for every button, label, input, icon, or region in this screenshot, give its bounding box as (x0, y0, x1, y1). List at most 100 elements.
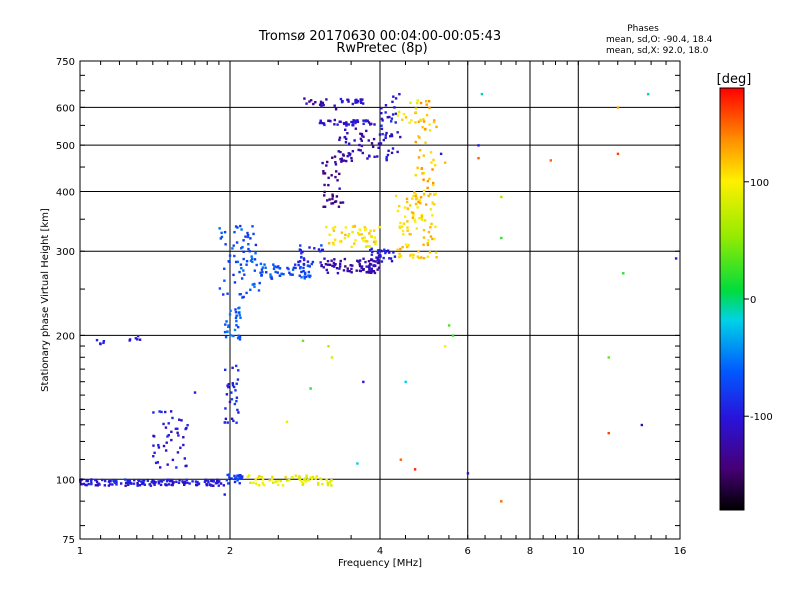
data-point (388, 251, 391, 254)
data-point (276, 271, 279, 274)
data-point (384, 134, 387, 137)
data-point (143, 483, 146, 486)
data-point (274, 270, 277, 274)
data-point (327, 183, 330, 187)
data-point (404, 380, 407, 384)
data-point (180, 419, 183, 422)
data-point (394, 97, 398, 100)
data-point (356, 99, 359, 103)
data-point (364, 260, 367, 264)
data-point (398, 252, 401, 256)
data-point (433, 193, 436, 196)
data-point (348, 153, 351, 157)
data-point (164, 483, 167, 486)
data-point (428, 177, 431, 181)
data-point (241, 475, 244, 478)
data-point (272, 267, 276, 271)
data-point (247, 247, 250, 251)
data-point (101, 478, 104, 482)
data-point (360, 134, 364, 137)
data-point (204, 478, 208, 481)
data-point (251, 283, 254, 286)
data-point (426, 255, 430, 258)
data-point (176, 451, 180, 454)
x-tick-label: 6 (465, 546, 471, 557)
data-point (249, 481, 252, 485)
data-point (308, 265, 311, 268)
data-point (236, 226, 239, 229)
data-point (364, 240, 368, 243)
data-point (152, 480, 156, 483)
data-point (97, 482, 100, 485)
data-point (167, 483, 171, 486)
data-point (301, 483, 304, 486)
data-point (96, 484, 100, 487)
data-point (416, 255, 420, 258)
data-point (384, 251, 387, 255)
data-point (250, 257, 254, 261)
data-point (343, 257, 347, 261)
data-point (368, 266, 371, 269)
data-point (322, 205, 325, 208)
data-point (232, 419, 235, 423)
data-point (380, 106, 383, 110)
data-point (263, 263, 266, 266)
data-point (360, 144, 364, 148)
data-point (622, 272, 625, 275)
data-point (218, 287, 222, 290)
data-point (182, 436, 185, 439)
data-point (233, 254, 236, 258)
data-point (408, 121, 411, 124)
data-point (99, 342, 102, 346)
data-point (294, 474, 297, 477)
data-point (321, 101, 325, 105)
data-point (362, 257, 365, 260)
data-point (308, 100, 311, 103)
data-point (339, 259, 342, 263)
data-point (333, 104, 336, 107)
data-point (297, 260, 300, 264)
data-point (239, 474, 242, 477)
data-point (103, 479, 107, 483)
data-point (258, 281, 261, 285)
data-point (354, 127, 358, 130)
data-layer (79, 92, 678, 503)
data-point (341, 153, 345, 156)
y-tick-label: 75 (62, 535, 75, 546)
data-point (324, 263, 328, 266)
data-point (308, 275, 311, 279)
data-point (330, 174, 333, 177)
data-point (223, 279, 226, 282)
data-point (373, 271, 377, 275)
data-point (250, 255, 253, 258)
data-point (246, 235, 250, 239)
data-point (226, 325, 230, 328)
data-point (253, 269, 257, 272)
data-point (365, 129, 368, 133)
data-point (222, 293, 225, 296)
data-point (280, 272, 283, 275)
data-point (422, 243, 425, 246)
data-point (390, 117, 394, 120)
data-point (328, 233, 331, 237)
data-point (406, 226, 409, 229)
data-point (403, 206, 407, 209)
data-point (232, 244, 235, 247)
data-point (136, 334, 140, 338)
data-point (234, 310, 238, 314)
data-point (235, 477, 239, 480)
data-point (409, 101, 412, 105)
data-point (325, 478, 328, 482)
data-point (363, 236, 366, 239)
data-point (427, 100, 431, 103)
data-point (184, 480, 187, 483)
data-point (228, 476, 231, 479)
data-point (252, 232, 255, 236)
stats-line-x: mean, sd,X: 92.0, 18.0 (606, 46, 709, 56)
data-point (433, 203, 436, 206)
data-point (327, 242, 331, 245)
data-point (428, 106, 431, 109)
data-point (399, 247, 402, 251)
data-point (331, 193, 334, 196)
data-point (358, 233, 361, 236)
